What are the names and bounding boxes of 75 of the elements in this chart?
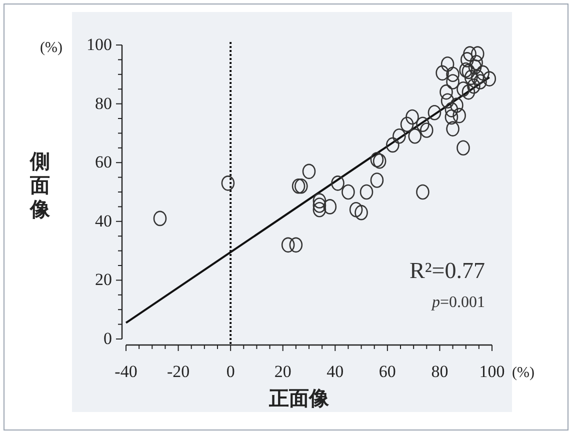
point	[470, 70, 484, 85]
x-axis-title: 正面像	[268, 386, 330, 410]
point	[452, 108, 466, 124]
point	[440, 93, 454, 109]
x-tick-label: -20	[166, 362, 190, 381]
point	[331, 176, 344, 191]
point	[302, 164, 316, 180]
point	[408, 128, 422, 144]
point	[446, 121, 460, 136]
point	[440, 84, 453, 100]
point	[312, 193, 326, 208]
point	[436, 65, 449, 81]
point	[420, 122, 434, 138]
x-tick-label: -40	[114, 362, 138, 381]
point	[462, 84, 476, 100]
point	[456, 81, 470, 97]
y-tick-label: 20	[95, 270, 112, 290]
annotation: R²=0.77	[410, 258, 485, 283]
point	[467, 78, 480, 94]
x-tick-label: 80	[431, 362, 448, 381]
point	[416, 184, 430, 200]
x-tick-label: 100	[479, 362, 505, 381]
point	[474, 74, 487, 90]
point	[456, 140, 470, 156]
y-tick-label: 0	[104, 329, 112, 348]
y-tick-label: 60	[95, 152, 112, 172]
point	[468, 59, 482, 75]
point	[482, 71, 496, 86]
x-tick-label: 20	[274, 362, 292, 381]
y-tick-label: 80	[95, 94, 112, 113]
point	[289, 237, 303, 253]
point	[428, 104, 442, 120]
point	[476, 65, 490, 81]
text: (%)	[512, 365, 534, 381]
point	[292, 178, 306, 194]
point	[312, 198, 326, 213]
point	[400, 116, 414, 132]
x-tick-label: 40	[326, 362, 344, 381]
point	[460, 52, 474, 68]
text: (%)	[40, 40, 62, 56]
y-axis-title: 側面像	[29, 149, 51, 221]
point	[370, 152, 384, 168]
point	[446, 66, 460, 82]
point	[464, 70, 478, 85]
point	[444, 102, 458, 118]
y-tick-label: 100	[86, 35, 112, 54]
point	[406, 109, 419, 125]
point	[342, 184, 355, 200]
point	[462, 64, 476, 80]
point	[470, 54, 483, 70]
point	[470, 46, 484, 62]
point	[281, 237, 295, 253]
point	[221, 176, 235, 191]
point	[354, 204, 368, 220]
point	[416, 116, 430, 132]
point	[459, 62, 473, 78]
point	[463, 46, 476, 62]
point	[360, 184, 374, 200]
point	[312, 202, 326, 218]
x-tick-label: 0	[226, 362, 235, 381]
point	[446, 74, 460, 90]
point	[386, 137, 400, 153]
point	[450, 98, 464, 113]
x-tick-label: 60	[378, 362, 396, 381]
point	[372, 153, 386, 169]
point	[294, 178, 308, 194]
y-tick-label: 40	[95, 211, 112, 230]
point	[444, 109, 458, 125]
point	[153, 210, 167, 226]
point	[349, 202, 363, 218]
point	[440, 56, 454, 72]
annotation: p=0.001	[430, 294, 485, 311]
point	[323, 199, 337, 214]
point	[392, 128, 406, 144]
point	[370, 172, 384, 188]
